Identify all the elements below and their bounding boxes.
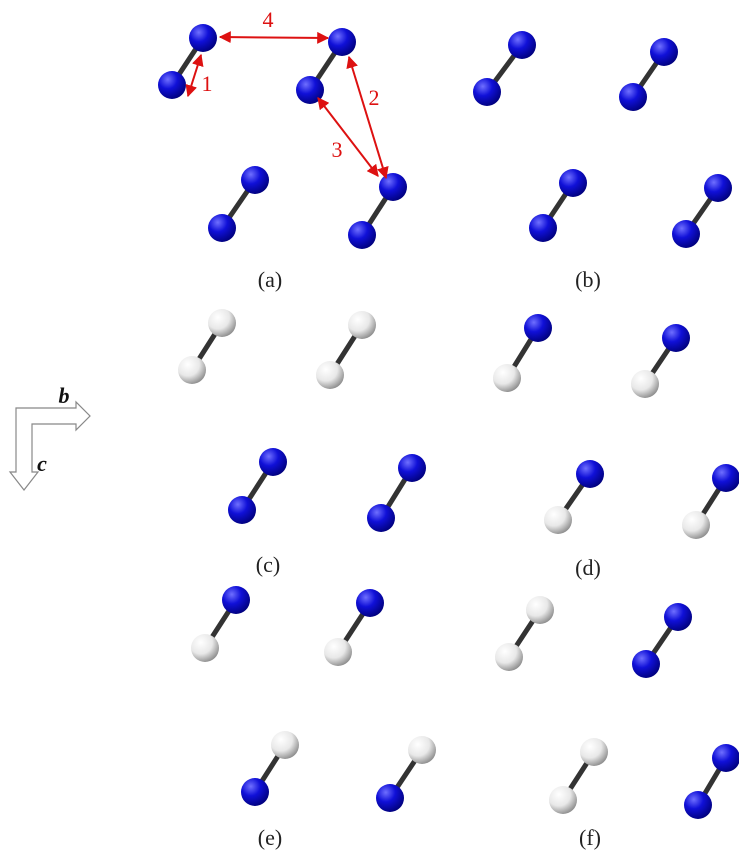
axes-icon [10, 402, 90, 490]
atom [632, 650, 660, 678]
atom [704, 174, 732, 202]
atom [493, 364, 521, 392]
atom [619, 83, 647, 111]
atom [684, 791, 712, 819]
atom [356, 589, 384, 617]
atom [241, 778, 269, 806]
atom [222, 586, 250, 614]
figure: 1 2 3 4 (a) (b) (c) (d) (e) (f) b c [0, 0, 739, 863]
atom [259, 448, 287, 476]
atom [473, 78, 501, 106]
molecules [158, 24, 739, 819]
atom [576, 460, 604, 488]
arrow-4 [220, 37, 328, 38]
atom [189, 24, 217, 52]
panel-label: (b) [575, 267, 601, 292]
atom [178, 356, 206, 384]
atom [348, 221, 376, 249]
atom [549, 786, 577, 814]
atom [208, 309, 236, 337]
atom [228, 496, 256, 524]
atom [662, 324, 690, 352]
axis-label: b [59, 383, 70, 408]
atom [316, 361, 344, 389]
atom [158, 71, 186, 99]
atom [408, 736, 436, 764]
atom [508, 31, 536, 59]
atom [524, 314, 552, 342]
panel-label: (a) [258, 267, 282, 292]
axes-arrows [10, 402, 90, 490]
atom [376, 784, 404, 812]
atom [580, 738, 608, 766]
atom [271, 731, 299, 759]
atom [650, 38, 678, 66]
atom [712, 464, 739, 492]
atom [241, 166, 269, 194]
atom [191, 634, 219, 662]
atom [672, 220, 700, 248]
panel-label: (d) [575, 555, 601, 580]
axis-label: c [37, 451, 47, 476]
arrow-2 [349, 57, 386, 178]
atom [529, 214, 557, 242]
atom [682, 511, 710, 539]
atom [664, 603, 692, 631]
panel-label: (c) [256, 552, 280, 577]
atom [526, 596, 554, 624]
atom [208, 214, 236, 242]
atom [348, 311, 376, 339]
atom [379, 173, 407, 201]
distance-arrows [188, 37, 386, 178]
atom [495, 643, 523, 671]
atom [544, 506, 572, 534]
atom [328, 28, 356, 56]
panel-label: (f) [579, 825, 601, 850]
atom [367, 504, 395, 532]
atom [631, 370, 659, 398]
distance-label: 1 [202, 71, 213, 96]
distance-label: 2 [369, 85, 380, 110]
atom [712, 744, 739, 772]
panel-label: (e) [258, 825, 282, 850]
atom [559, 169, 587, 197]
distance-label: 3 [332, 137, 343, 162]
distance-label: 4 [263, 7, 274, 32]
atom [324, 638, 352, 666]
atom [398, 454, 426, 482]
